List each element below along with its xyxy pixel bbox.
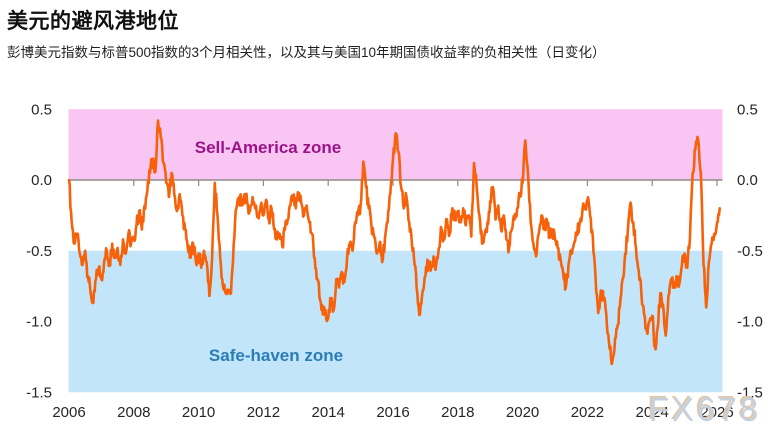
y-axis-label-left: -1.5: [26, 384, 52, 401]
safe-haven-zone: [68, 250, 723, 393]
watermark: FX678: [649, 391, 762, 428]
y-axis-label-right: -0.5: [737, 243, 763, 260]
x-axis-label: 2006: [52, 404, 85, 421]
y-axis-label-right: -1.5: [737, 384, 763, 401]
x-axis-label: 2022: [571, 404, 604, 421]
y-axis-label-right: 0.0: [737, 172, 758, 189]
y-axis-label-right: -1.0: [737, 314, 763, 331]
x-axis-label: 2008: [117, 404, 150, 421]
x-axis-label: 2010: [182, 404, 215, 421]
x-axis-label: 2016: [376, 404, 409, 421]
x-axis-label: 2020: [506, 404, 539, 421]
sell-america-zone-label: Sell-America zone: [195, 138, 341, 157]
y-axis-label-left: 0.5: [31, 101, 52, 118]
page-title: 美元的避风港地位: [7, 10, 179, 33]
correlation-line: [67, 119, 721, 366]
y-axis-label-left: -0.5: [26, 243, 52, 260]
x-axis-label: 2012: [247, 404, 280, 421]
y-axis-label-left: -1.0: [26, 314, 52, 331]
chart-zones: [68, 109, 723, 393]
x-axis-label: 2026: [700, 404, 733, 421]
y-axis-label-right: 0.5: [737, 101, 758, 118]
x-axis-label: 2024: [636, 404, 669, 421]
x-axis-label: 2014: [312, 404, 345, 421]
chart-subtitle: 彭博美元指数与标普500指数的3个月相关性，以及其与美国10年期国债收益率的负相…: [7, 45, 606, 60]
y-axis-label-left: 0.0: [31, 172, 52, 189]
chart-axis: 0.5 0.50.0 0.0-0.5 -0.5-1.0 -1.0-1.5 -1.52006…: [26, 101, 763, 421]
safe-haven-zone-label: Safe-haven zone: [209, 346, 343, 365]
x-axis-label: 2018: [441, 404, 474, 421]
